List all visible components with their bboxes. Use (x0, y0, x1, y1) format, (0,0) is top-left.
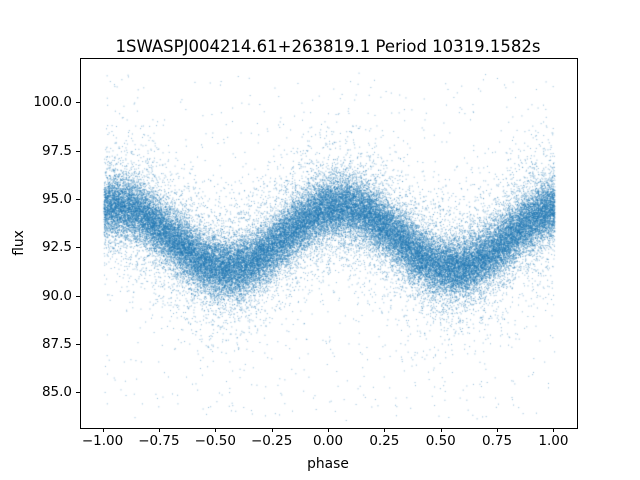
scatter-points (81, 59, 577, 428)
y-tick-mark (76, 102, 80, 104)
x-tick-mark (440, 428, 442, 432)
y-tick-label: 92.5 (41, 239, 72, 256)
x-tick-mark (553, 428, 555, 432)
x-axis-label: phase (307, 456, 349, 472)
x-tick-label: 0.25 (369, 433, 400, 449)
x-tick-label: −1.00 (81, 433, 124, 449)
x-tick-mark (158, 428, 160, 432)
x-tick-mark (328, 428, 329, 432)
y-tick-mark (76, 247, 80, 249)
x-tick-mark (215, 428, 217, 432)
x-tick-label: −0.25 (250, 433, 293, 449)
y-tick-mark (76, 392, 80, 394)
x-tick-mark (497, 428, 499, 432)
x-tick-mark (384, 428, 386, 432)
x-tick-label: −0.75 (138, 433, 180, 449)
x-tick-mark (102, 428, 104, 432)
y-tick-label: 97.5 (41, 142, 72, 159)
y-tick-mark (76, 199, 80, 201)
x-tick-label: 1.00 (538, 433, 569, 449)
y-tick-label: 90.0 (41, 287, 72, 304)
y-tick-mark (76, 295, 80, 297)
y-tick-mark (76, 343, 80, 345)
x-tick-mark (271, 428, 273, 432)
x-tick-label: 0.00 (312, 433, 344, 449)
x-tick-label: 0.75 (482, 433, 513, 449)
y-tick-mark (76, 150, 80, 152)
chart-title: 1SWASPJ004214.61+263819.1 Period 10319.1… (115, 37, 541, 56)
y-tick-label: 87.5 (41, 335, 72, 352)
y-tick-label: 95.0 (41, 191, 72, 208)
plot-area (80, 58, 578, 429)
y-tick-label: 85.0 (41, 384, 72, 401)
x-tick-label: 0.50 (425, 433, 456, 449)
x-tick-label: −0.50 (194, 433, 236, 449)
y-tick-label: 100.0 (33, 94, 72, 111)
